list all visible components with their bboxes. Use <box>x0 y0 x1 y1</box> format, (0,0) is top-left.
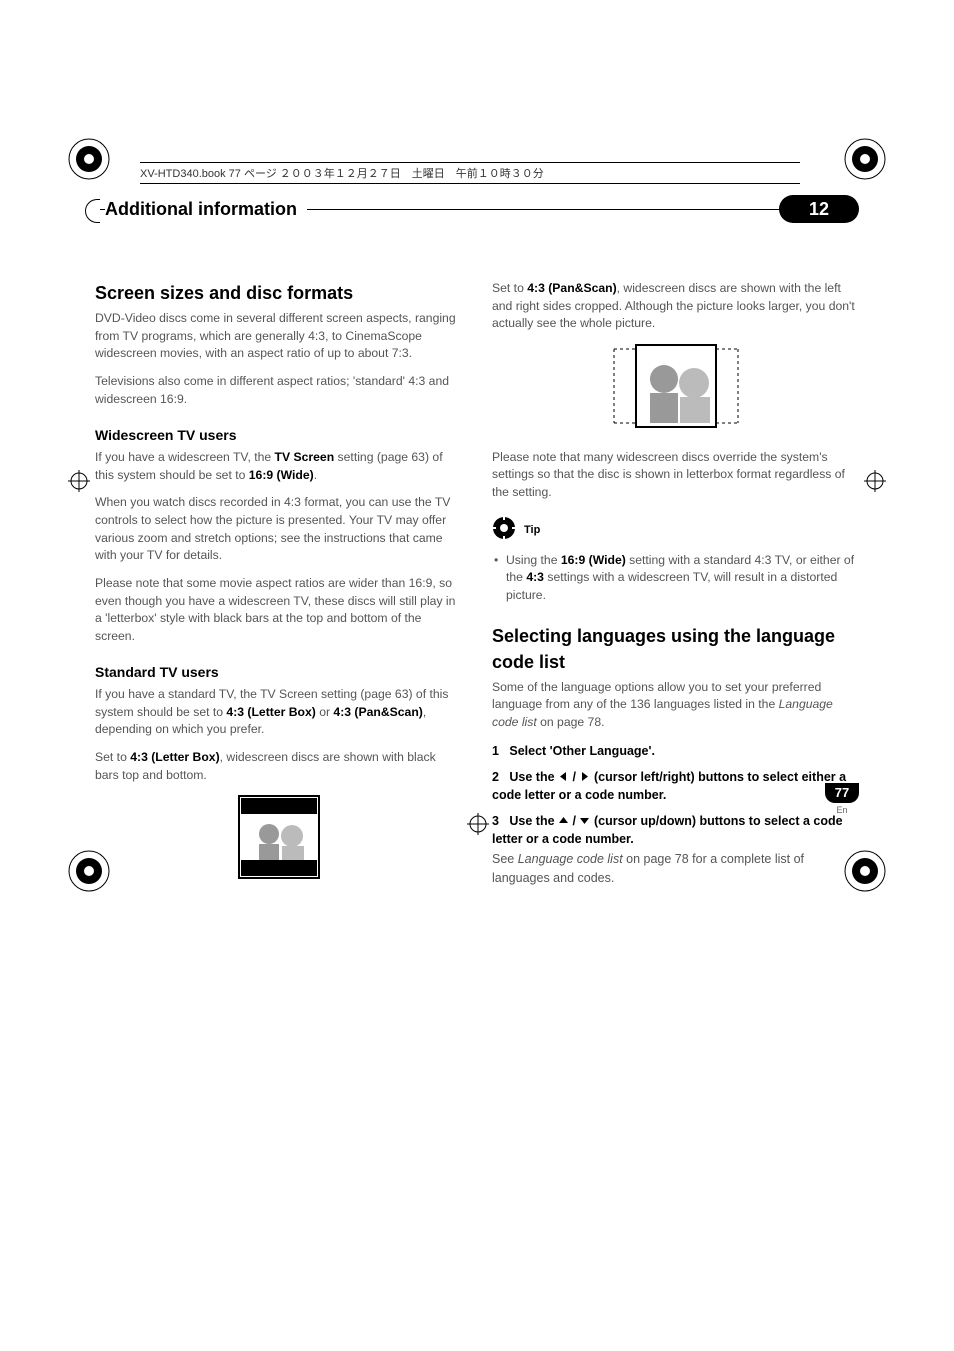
arrow-down-icon <box>576 814 594 828</box>
registration-mark-bottom-right <box>841 847 889 900</box>
crosshair-left <box>68 470 90 497</box>
right-column: Set to 4:3 (Pan&Scan), widescreen discs … <box>492 280 859 900</box>
body-text: Please note that some movie aspect ratio… <box>95 575 462 646</box>
step-2: 2 Use the / (cursor left/right) buttons … <box>492 768 859 804</box>
tip-callout: Tip <box>492 516 859 546</box>
registration-mark-bottom-left <box>65 847 113 900</box>
crosshair-center-bottom <box>467 813 489 840</box>
chapter-header: Additional information 12 <box>95 195 859 225</box>
registration-mark-top-left <box>65 135 113 188</box>
figure-panscan <box>492 343 859 435</box>
chapter-number: 12 <box>779 195 859 223</box>
gear-icon <box>492 516 516 546</box>
heading-standard-users: Standard TV users <box>95 662 462 682</box>
body-text: If you have a widescreen TV, the TV Scre… <box>95 449 462 484</box>
body-text: Set to 4:3 (Pan&Scan), widescreen discs … <box>492 280 859 333</box>
crosshair-right <box>864 470 886 497</box>
body-text: Please note that many widescreen discs o… <box>492 449 859 502</box>
left-column: Screen sizes and disc formats DVD-Video … <box>95 280 462 900</box>
tip-label: Tip <box>524 523 540 539</box>
page-language: En <box>825 805 859 815</box>
registration-mark-top-right <box>841 135 889 188</box>
step-1: 1 Select 'Other Language'. <box>492 742 859 760</box>
body-text: When you watch discs recorded in 4:3 for… <box>95 494 462 565</box>
body-text: Televisions also come in different aspec… <box>95 373 462 408</box>
chapter-title: Additional information <box>105 199 307 220</box>
arrow-right-icon <box>576 770 594 784</box>
step-3: 3 Use the / (cursor up/down) buttons to … <box>492 812 859 887</box>
source-file-header: XV-HTD340.book 77 ページ ２００３年１２月２７日 土曜日 午前… <box>140 162 800 184</box>
heading-screen-sizes: Screen sizes and disc formats <box>95 280 462 306</box>
arrow-left-icon <box>558 770 572 784</box>
heading-widescreen-users: Widescreen TV users <box>95 425 462 445</box>
arrow-up-icon <box>558 814 572 828</box>
body-text: DVD-Video discs come in several differen… <box>95 310 462 363</box>
page-footer: 77 En <box>825 783 859 815</box>
heading-selecting-languages: Selecting languages using the language c… <box>492 623 859 675</box>
figure-letterbox <box>95 794 462 886</box>
body-text: If you have a standard TV, the TV Screen… <box>95 686 462 739</box>
tip-body: Using the 16:9 (Wide) setting with a sta… <box>506 552 859 605</box>
page-number: 77 <box>825 783 859 803</box>
body-text: Set to 4:3 (Letter Box), widescreen disc… <box>95 749 462 784</box>
body-text: Some of the language options allow you t… <box>492 679 859 732</box>
